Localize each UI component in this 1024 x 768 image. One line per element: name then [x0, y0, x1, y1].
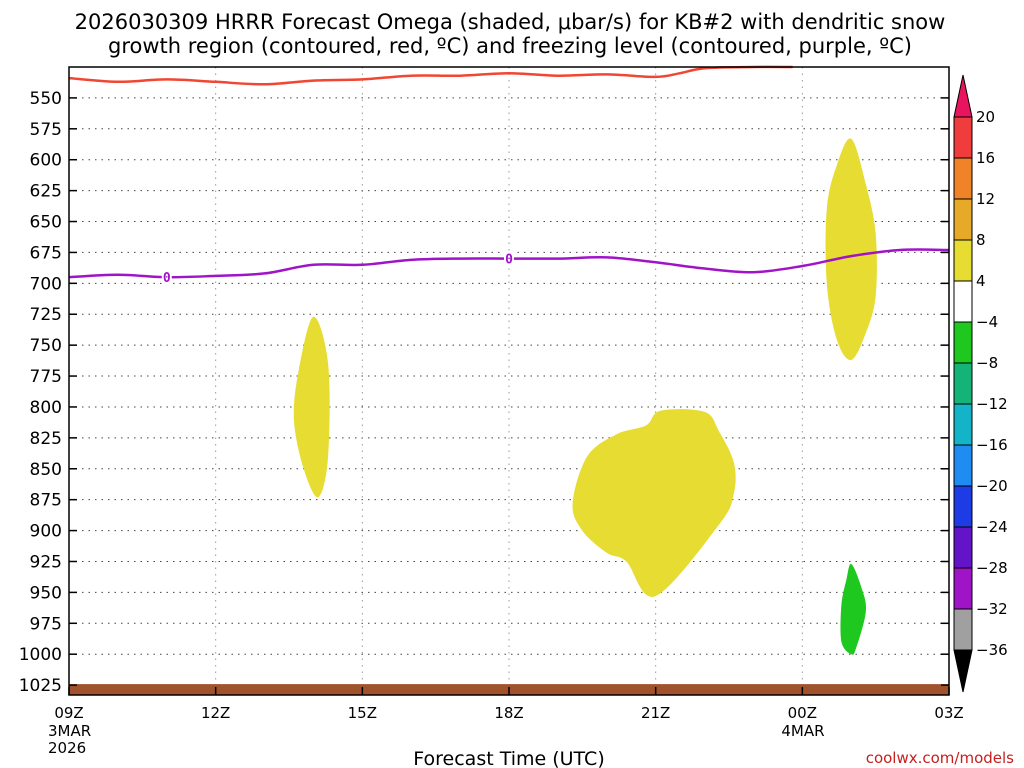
y-tick-label-900: 900 — [30, 522, 62, 542]
omega-shaded-regions — [293, 138, 877, 655]
colorbar-label-minus36: −36 — [976, 641, 1008, 659]
y-tick-label-775: 775 — [30, 367, 62, 387]
contour-lines: 00 — [68, 65, 950, 286]
x-tick-date-2026: 2026 — [48, 739, 86, 757]
y-tick-label-800: 800 — [30, 398, 62, 418]
colorbar-label-minus28: −28 — [976, 559, 1008, 577]
colorbar-box-9 — [953, 444, 973, 487]
y-tick-label-750: 750 — [30, 336, 62, 356]
y-tick-label-700: 700 — [30, 274, 62, 294]
y-axis: 550 575 600 625 650 675 700 725 750 775 800 825 850 8… — [19, 89, 949, 696]
colorbar-label-minus12: −12 — [976, 395, 1008, 413]
x-tick-label-12z: 12Z — [201, 704, 230, 722]
colorbar-label-minus4: −4 — [976, 313, 998, 331]
x-axis-label: Forecast Time (UTC) — [413, 748, 604, 768]
y-tick-label-675: 675 — [30, 243, 62, 263]
chart-title-line2: growth region (contoured, red, ºC) and f… — [108, 34, 912, 58]
contour-label-bg-1 — [161, 270, 172, 285]
colorbar-bottom-triangle — [953, 649, 973, 693]
shaded-region-1 — [293, 316, 330, 498]
colorbar-box-12 — [953, 567, 973, 610]
colorbar-box-8 — [953, 403, 973, 446]
y-tick-label-1025: 1025 — [19, 676, 62, 696]
colorbar-label-8: 8 — [976, 231, 986, 249]
x-tick-label-03z: 03Z — [934, 704, 963, 722]
colorbar-label-minus8: −8 — [976, 354, 998, 372]
contour-line-dendritic-snow-growth-region — [68, 65, 793, 86]
x-tick-label-00z: 00Z — [788, 704, 817, 722]
colorbar-label-minus24: −24 — [976, 518, 1008, 536]
y-tick-label-575: 575 — [30, 120, 62, 140]
colorbar-label-20: 20 — [976, 108, 995, 126]
colorbar-label-4: 4 — [976, 272, 986, 290]
contour-label-2: 0 — [505, 253, 513, 268]
y-tick-label-875: 875 — [30, 491, 62, 511]
colorbar-box-11 — [953, 526, 973, 569]
colorbar-top-triangle — [953, 74, 973, 118]
colorbar-box-7 — [953, 362, 973, 405]
y-tick-label-625: 625 — [30, 182, 62, 202]
colorbar-label-12: 12 — [976, 190, 995, 208]
y-tick-label-925: 925 — [30, 552, 62, 572]
colorbar-box-2 — [953, 157, 973, 200]
y-tick-label-850: 850 — [30, 460, 62, 480]
colorbar-label-16: 16 — [976, 149, 995, 167]
x-tick-label-15z: 15Z — [348, 704, 377, 722]
colorbar-box-1 — [953, 116, 973, 159]
grid-lines — [69, 67, 949, 695]
x-tick-date-3mar: 3MAR — [48, 722, 91, 740]
y-tick-label-550: 550 — [30, 89, 62, 109]
x-tick-label-21z: 21Z — [641, 704, 670, 722]
x-tick-date-4mar: 4MAR — [781, 722, 824, 740]
shaded-region-2 — [572, 409, 736, 597]
colorbar-label-minus16: −16 — [976, 436, 1008, 454]
colorbar-box-10 — [953, 485, 973, 528]
x-tick-label-09z: 09Z — [54, 704, 83, 722]
colorbar-label-minus20: −20 — [976, 477, 1008, 495]
y-tick-label-650: 650 — [30, 213, 62, 233]
colorbar-box-6 — [953, 321, 973, 364]
y-tick-label-825: 825 — [30, 429, 62, 449]
site-credit[interactable]: coolwx.com/models — [866, 749, 1014, 767]
shaded-region-3 — [825, 138, 877, 361]
colorbar-label-minus32: −32 — [976, 600, 1008, 618]
y-tick-label-600: 600 — [30, 151, 62, 171]
colorbar-box-4 — [953, 239, 973, 282]
colorbar-box-3 — [953, 198, 973, 241]
y-tick-label-950: 950 — [30, 583, 62, 603]
colorbar: 20 16 12 8 4 −4 −8 −12 −16 −20 −24 −28 −32 −36 — [953, 74, 1008, 693]
colorbar-box-5 — [953, 280, 973, 323]
y-tick-label-1000: 1000 — [19, 645, 62, 665]
colorbar-box-13 — [953, 608, 973, 651]
contour-label-1: 0 — [163, 271, 171, 286]
contour-label-bg-2 — [504, 251, 514, 266]
y-tick-label-725: 725 — [30, 305, 62, 325]
y-tick-label-975: 975 — [30, 614, 62, 634]
x-tick-label-18z: 18Z — [494, 704, 523, 722]
chart-title-line1: 2026030309 HRRR Forecast Omega (shaded, … — [75, 10, 946, 34]
shaded-region-4 — [840, 563, 867, 655]
